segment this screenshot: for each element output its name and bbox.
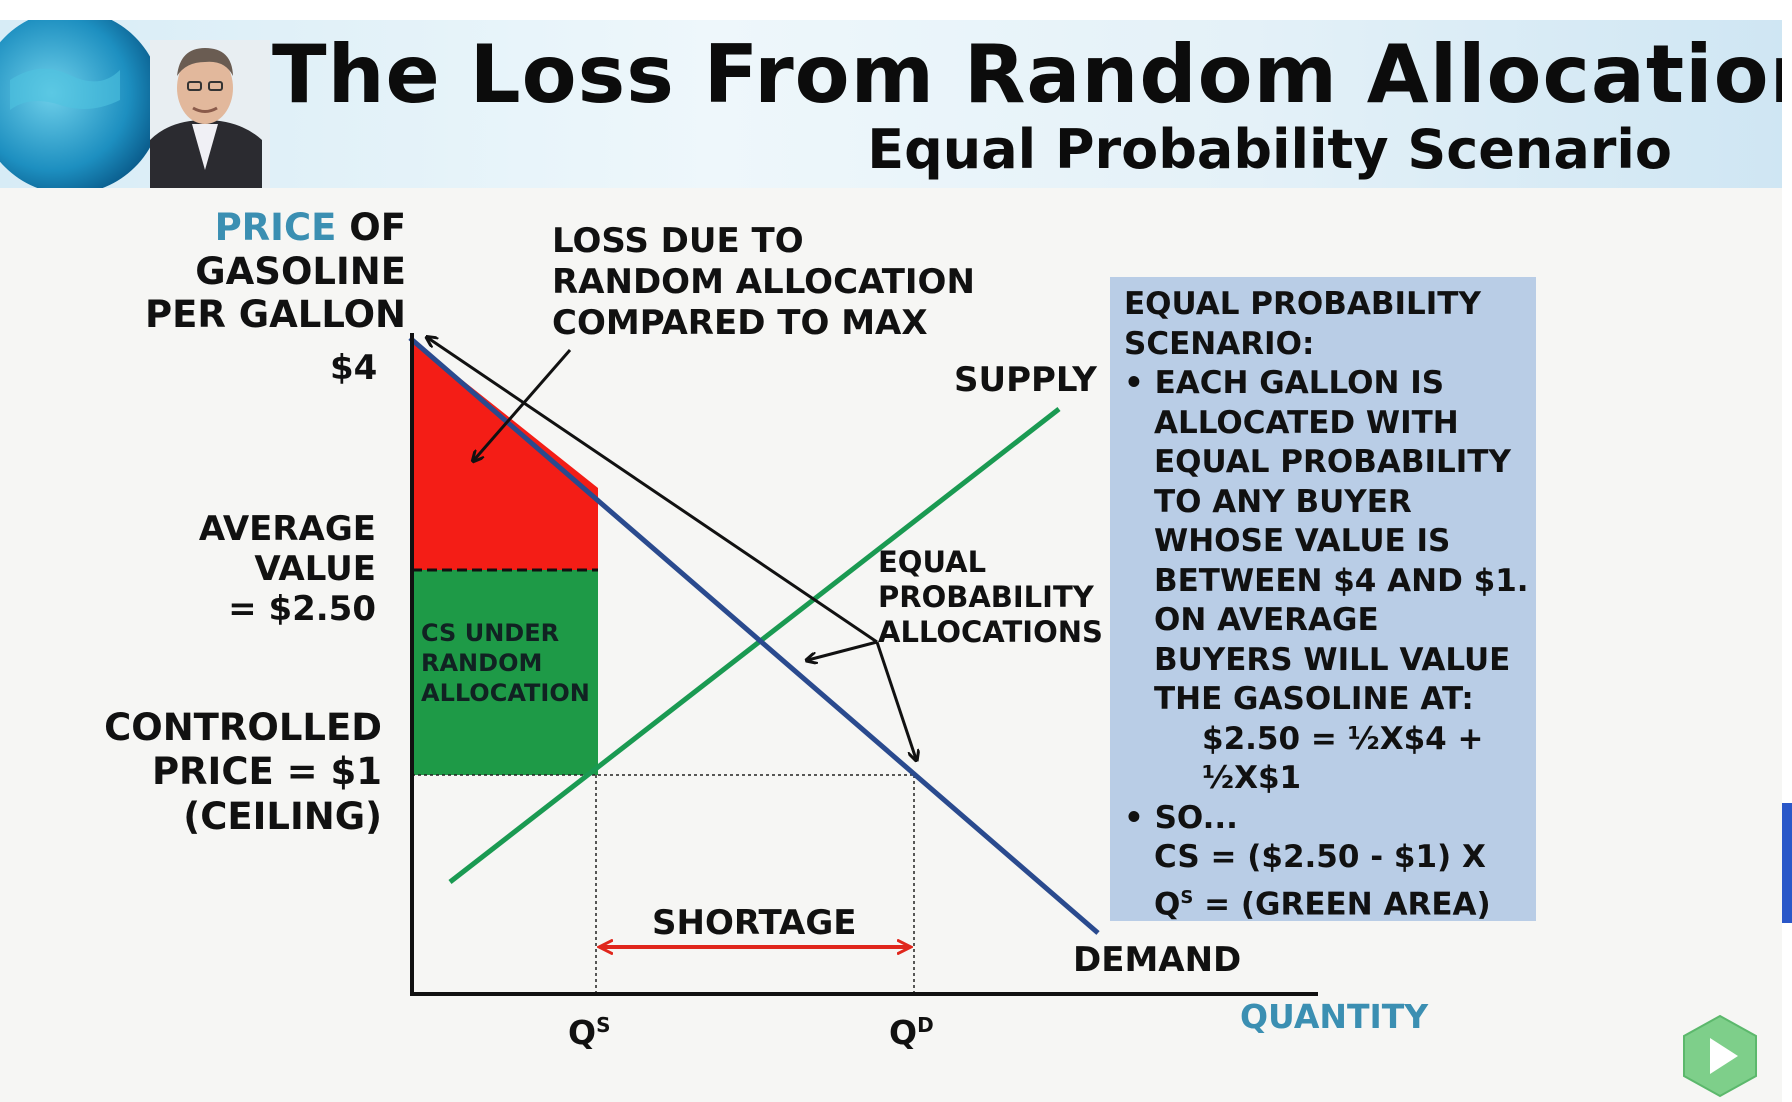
long-arrow-to-top (428, 338, 878, 644)
play-button[interactable] (1680, 1014, 1760, 1098)
cs-line-1: CS under (421, 619, 560, 647)
qs-sup: S (596, 1013, 611, 1037)
loss-area (412, 340, 598, 570)
info-line: ½x$1 (1202, 760, 1302, 796)
slide-title: The Loss From Random Allocation (272, 28, 1792, 121)
qd-sup: D (917, 1013, 934, 1037)
slide-subtitle: Equal Probability Scenario (867, 118, 1672, 181)
x-axis-label: Quantity (1240, 997, 1429, 1036)
demand-line (408, 336, 1100, 935)
price-word: Price (214, 206, 337, 249)
presenter-photo (0, 20, 270, 188)
loss-line-2: random allocation (552, 261, 975, 302)
info-qs-q: Q (1154, 885, 1181, 922)
arrow-to-intersection (808, 640, 878, 660)
qs-label: QS (568, 1013, 610, 1053)
cs-line-3: allocation (421, 679, 590, 707)
qs-q: Q (568, 1013, 597, 1052)
info-qs-sup: s (1180, 886, 1194, 908)
avg-line-3: = $2.50 (228, 588, 376, 629)
info-line: the gasoline at: (1154, 681, 1474, 717)
info-line: Scenario: (1124, 325, 1315, 362)
equal-probability-label: Equal Probability Allocations (878, 545, 1103, 649)
info-line: CS = ($2.50 - $1) x (1154, 839, 1486, 875)
info-line: • So... (1124, 799, 1238, 836)
play-icon (1710, 1038, 1738, 1074)
gasoline-word: Gasoline (195, 249, 406, 293)
info-line: Qs = (Green Area) (1124, 878, 1522, 925)
info-line: to any buyer (1154, 483, 1412, 520)
slide-edge (1782, 0, 1792, 1102)
loss-line-3: compared to max (552, 302, 928, 343)
info-line: $2.50 = ½x$4 + (1202, 720, 1484, 757)
price-top-label: $4 (330, 348, 378, 388)
eq-line-3: Allocations (878, 614, 1103, 649)
ctrl-line-2: Price = $1 (151, 750, 382, 794)
ctrl-line-1: Controlled (104, 706, 382, 749)
info-line: allocated with (1154, 404, 1459, 441)
cs-area-label: CS under random allocation (421, 618, 590, 708)
header-banner (0, 20, 1782, 188)
supply-line (448, 407, 1061, 884)
info-line: between $4 and $1. (1154, 562, 1529, 599)
info-line: On average (1154, 602, 1379, 638)
of-word: of (336, 206, 406, 249)
info-line: • Each gallon is (1124, 365, 1445, 401)
cs-area (412, 570, 598, 775)
shortage-label: Shortage (652, 903, 857, 943)
info-green-area: = (Green Area) (1193, 885, 1491, 922)
avg-line-1: Average (198, 509, 376, 549)
info-line: whose value is (1154, 523, 1451, 559)
avg-line-2: Value (254, 548, 376, 589)
loss-line-1: Loss due to (552, 221, 804, 261)
info-line: buyers will value (1154, 641, 1511, 678)
info-line: Equal Probability (1124, 286, 1481, 322)
cs-line-2: random (421, 649, 543, 677)
controlled-price-label: Controlled Price = $1 (Ceiling) (96, 706, 382, 839)
demand-label: Demand (1073, 940, 1242, 980)
eq-line-1: Equal (878, 545, 987, 579)
eq-line-2: Probability (878, 579, 1094, 614)
qd-label: QD (889, 1013, 934, 1053)
side-tab (1782, 803, 1792, 923)
loss-arrow (474, 349, 572, 460)
y-axis-label: Price of Gasoline per Gallon (120, 206, 406, 337)
info-line: equal probability (1154, 444, 1511, 480)
average-value-label: Average Value = $2.50 (176, 509, 376, 629)
arrow-to-demand (875, 641, 916, 759)
qd-q: Q (889, 1013, 918, 1052)
per-gallon-words: per Gallon (144, 293, 406, 337)
loss-annotation: Loss due to random allocation compared to … (552, 221, 975, 343)
info-box: Equal Probability Scenario: • Each gallo… (1110, 277, 1536, 922)
supply-label: Supply (954, 360, 1097, 400)
ctrl-line-3: (Ceiling) (183, 794, 382, 838)
